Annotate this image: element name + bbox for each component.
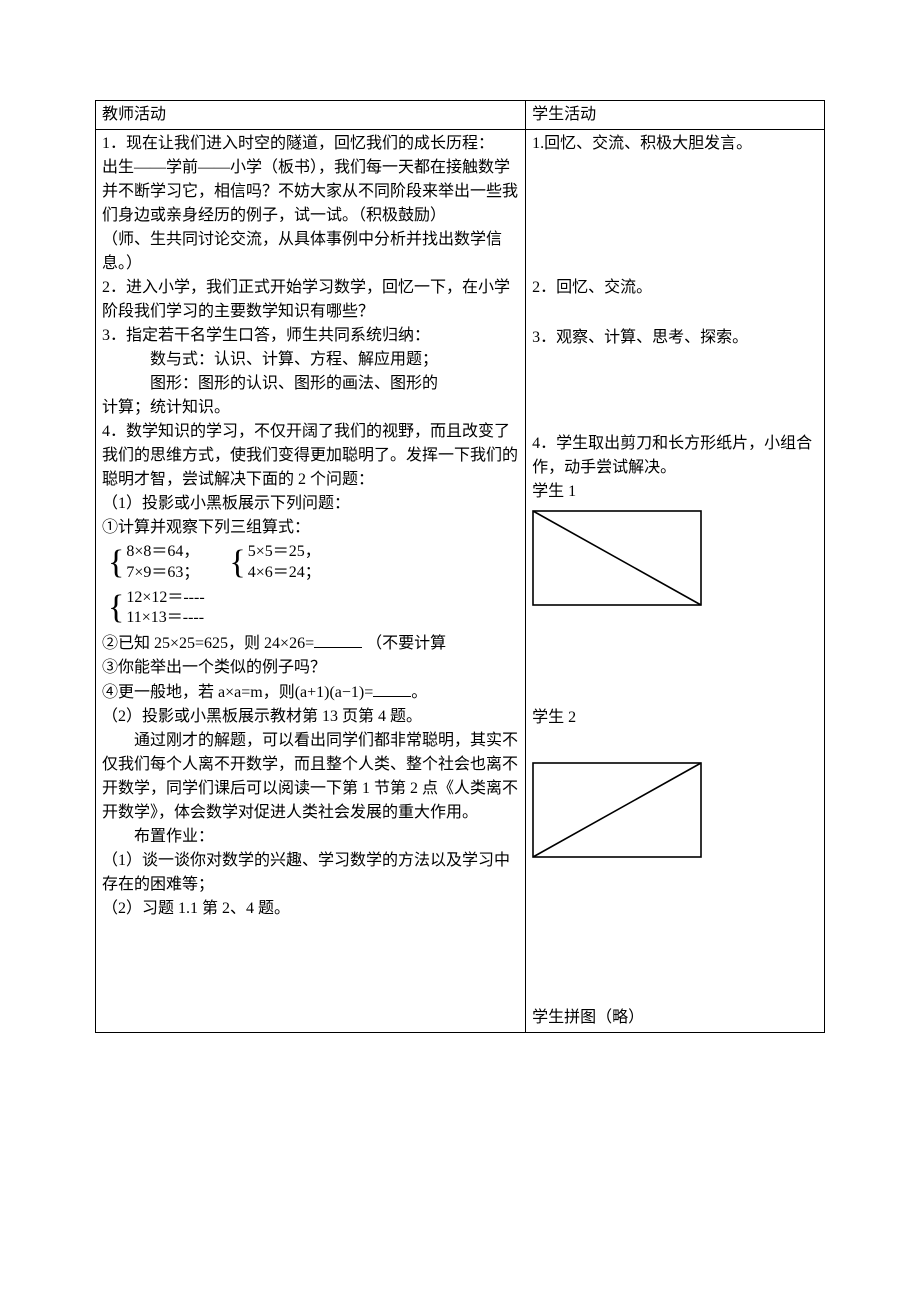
eq3b: 11×13＝---- bbox=[126, 608, 204, 629]
brace-icon: { bbox=[108, 549, 124, 577]
t-p4-1-1: ①计算并观察下列三组算式： bbox=[102, 516, 519, 540]
spacer bbox=[532, 730, 818, 756]
t-hw1: （1）谈一谈你对数学的兴趣、学习数学的方法以及学习中存在的困难等； bbox=[102, 849, 519, 897]
eq-row-1: { 8×8＝64， 7×9＝63； { 5×5＝25， 4×6＝24； bbox=[102, 540, 519, 586]
diagram-1 bbox=[532, 510, 818, 606]
eq-group-3: { 12×12＝---- 11×13＝---- bbox=[108, 588, 519, 630]
spacer bbox=[532, 350, 818, 432]
header-teacher: 教师活动 bbox=[96, 101, 526, 130]
eq1a: 8×8＝64， bbox=[126, 542, 199, 563]
eq3a: 12×12＝---- bbox=[126, 588, 204, 609]
activity-table: 教师活动 学生活动 1．现在让我们进入时空的隧道，回忆我们的成长历程： 出生——… bbox=[95, 100, 825, 1033]
t-hw2: （2）习题 1.1 第 2、4 题。 bbox=[102, 897, 519, 921]
diagram-2 bbox=[532, 762, 818, 858]
t-p4-2: （2）投影或小黑板展示教材第 13 页第 4 题。 bbox=[102, 705, 519, 729]
s-end: 学生拼图（略） bbox=[532, 1006, 818, 1030]
t-p4-2a: 通过刚才的解题，可以看出同学们都非常聪明，其实不仅我们每个人离不开数学，而且整个… bbox=[102, 729, 519, 825]
s-r2: 2．回忆、交流。 bbox=[532, 276, 818, 300]
t-p4-1-2a: ②已知 25×25=625，则 24×26= bbox=[102, 635, 314, 652]
header-student: 学生活动 bbox=[526, 101, 825, 130]
s-r1: 1.回忆、交流、积极大胆发言。 bbox=[532, 132, 818, 156]
brace-icon: { bbox=[108, 594, 124, 622]
eq1b: 7×9＝63； bbox=[126, 563, 199, 584]
spacer bbox=[532, 156, 818, 276]
t-p4-1-4a: ④更一般地，若 a×a=m，则(a+1)(a−1)= bbox=[102, 684, 373, 701]
brace-icon: { bbox=[229, 549, 245, 577]
s-r4: 4．学生取出剪刀和长方形纸片，小组合作，动手尝试解决。 bbox=[532, 432, 818, 480]
s-s2: 学生 2 bbox=[532, 706, 818, 730]
t-p4-1-2b: （不要计算 bbox=[366, 635, 446, 652]
blank bbox=[314, 631, 362, 648]
eq2b: 4×6＝24； bbox=[248, 563, 321, 584]
eq-group-2: { 5×5＝25， 4×6＝24； bbox=[229, 542, 320, 584]
s-r3: 3．观察、计算、思考、探索。 bbox=[532, 326, 818, 350]
t-p4-1-3: ③你能举出一个类似的例子吗？ bbox=[102, 656, 519, 680]
t-p4-1-4b: 。 bbox=[411, 684, 427, 701]
spacer bbox=[532, 300, 818, 326]
t-p2: 2．进入小学，我们正式开始学习数学，回忆一下，在小学阶段我们学习的主要数学知识有… bbox=[102, 276, 519, 324]
t-p3: 3．指定若干名学生口答，师生共同系统归纳： bbox=[102, 324, 519, 348]
t-p4-1: （1）投影或小黑板展示下列问题： bbox=[102, 492, 519, 516]
t-p4-1-4: ④更一般地，若 a×a=m，则(a+1)(a−1)= 。 bbox=[102, 680, 519, 705]
t-p3a: 数与式：认识、计算、方程、解应用题； bbox=[102, 348, 519, 372]
t-p1b: 出生——学前——小学（板书），我们每一天都在接触数学并不断学习它，相信吗？不妨大… bbox=[102, 156, 519, 228]
t-p4: 4．数学知识的学习，不仅开阔了我们的视野，而且改变了我们的思维方式，使我们变得更… bbox=[102, 420, 519, 492]
page: 教师活动 学生活动 1．现在让我们进入时空的隧道，回忆我们的成长历程： 出生——… bbox=[0, 0, 920, 1300]
blank bbox=[373, 680, 411, 697]
eq-group-1: { 8×8＝64， 7×9＝63； bbox=[108, 542, 199, 584]
t-p3c: 计算；统计知识。 bbox=[102, 396, 519, 420]
student-cell: 1.回忆、交流、积极大胆发言。 2．回忆、交流。 3．观察、计算、思考、探索。 … bbox=[526, 130, 825, 1033]
t-hw-t: 布置作业： bbox=[102, 825, 519, 849]
s-s1: 学生 1 bbox=[532, 480, 818, 504]
teacher-cell: 1．现在让我们进入时空的隧道，回忆我们的成长历程： 出生——学前——小学（板书）… bbox=[96, 130, 526, 1033]
spacer bbox=[532, 866, 818, 1006]
t-p3b: 图形：图形的认识、图形的画法、图形的 bbox=[102, 372, 519, 396]
t-p4-1-2: ②已知 25×25=625，则 24×26= （不要计算 bbox=[102, 631, 519, 656]
t-p1: 1．现在让我们进入时空的隧道，回忆我们的成长历程： bbox=[102, 132, 519, 156]
spacer bbox=[532, 614, 818, 706]
t-p1c: （师、生共同讨论交流，从具体事例中分析并找出数学信息。） bbox=[102, 228, 519, 276]
eq2a: 5×5＝25， bbox=[248, 542, 321, 563]
